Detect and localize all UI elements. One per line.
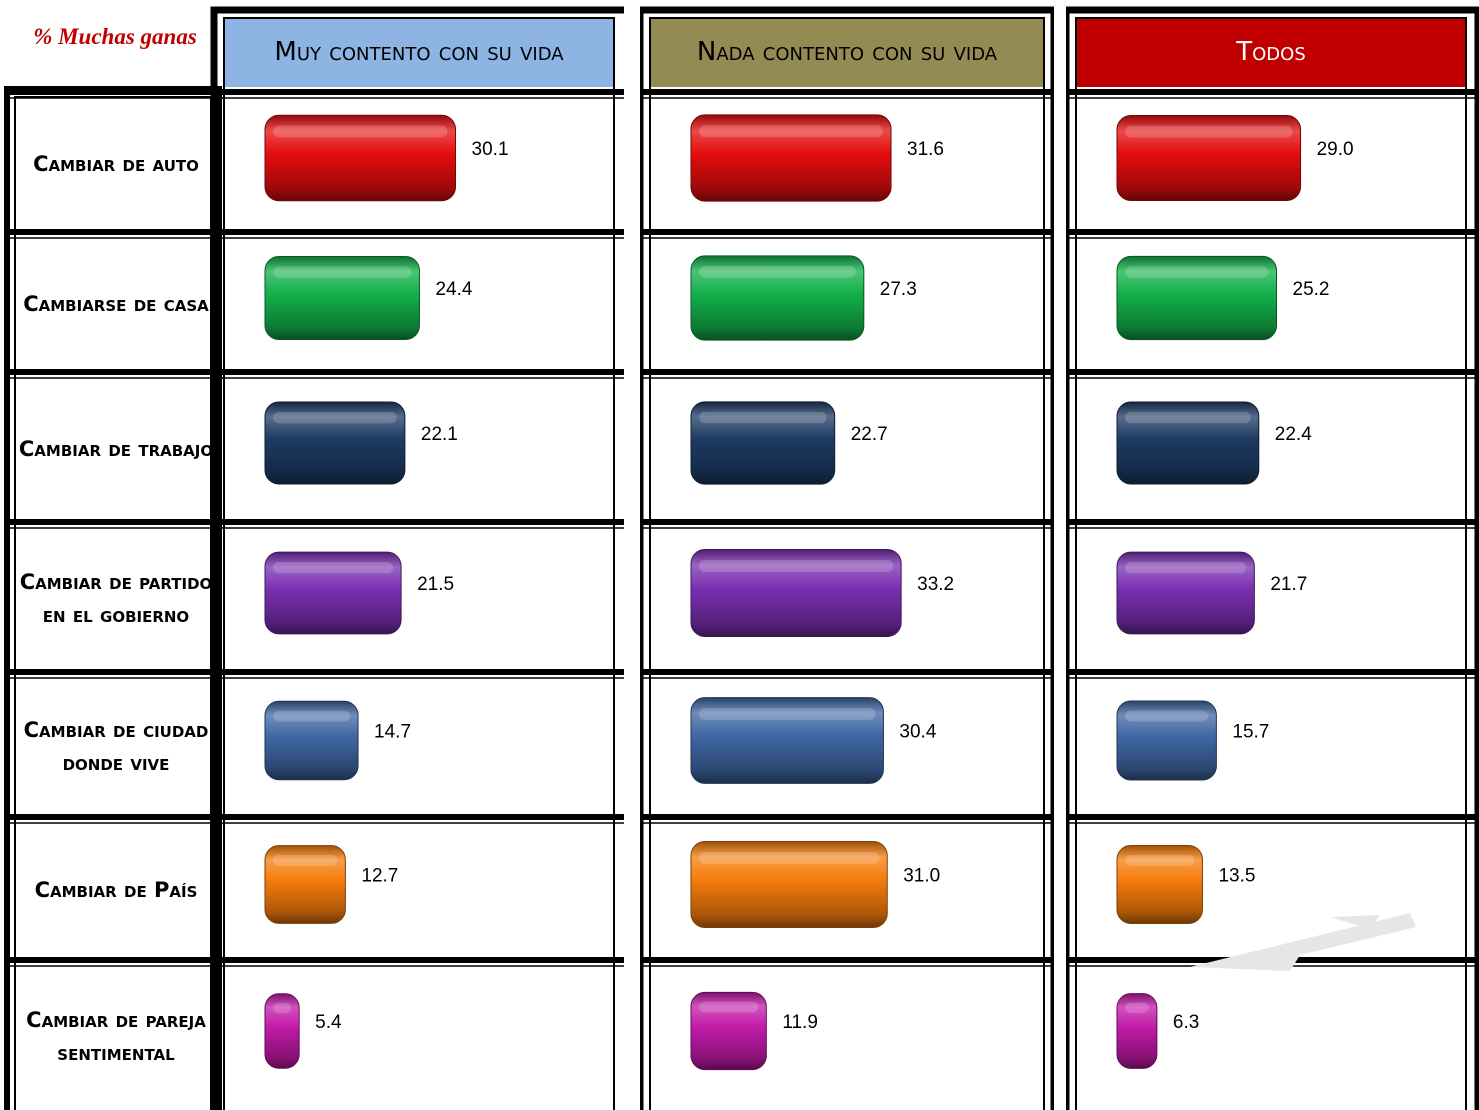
bar-highlight: [273, 266, 412, 279]
bar-highlight: [1125, 710, 1209, 722]
bar: [690, 401, 836, 485]
value-label: 13.5: [1218, 866, 1255, 887]
row-label: Cambiar de trabajo: [18, 436, 214, 461]
bar: [264, 401, 406, 485]
bar-highlight: [273, 854, 338, 866]
value-label: 30.4: [899, 722, 936, 743]
bar-highlight: [699, 707, 876, 720]
column-header-nada: Nada contento con su vida: [696, 37, 998, 67]
row-label: Cambiar de partido en el gobierno: [19, 570, 213, 627]
bar-highlight: [1125, 125, 1293, 138]
bar-highlight: [1125, 411, 1251, 424]
row-separator: [7, 89, 1479, 95]
bar-highlight: [1125, 854, 1195, 866]
bar-highlight: [699, 411, 827, 424]
row-separator: [7, 519, 1479, 525]
bar: [690, 841, 888, 928]
bar: [264, 700, 359, 781]
column-header-fill: [225, 19, 613, 87]
value-label: 5.4: [315, 1012, 342, 1033]
corner-label: % Muchas ganas: [33, 24, 197, 49]
value-label: 6.3: [1173, 1012, 1199, 1033]
bar-highlight: [699, 559, 894, 573]
bar: [690, 697, 884, 784]
value-label: 33.2: [917, 574, 954, 595]
panel-gap: [624, 0, 640, 1110]
value-label: 31.6: [907, 139, 944, 160]
panel-gap: [1054, 0, 1066, 1110]
bar-highlight: [699, 1001, 759, 1013]
value-label: 21.7: [1270, 574, 1307, 595]
value-label: 25.2: [1293, 279, 1330, 300]
column-header-todos: Todos: [1236, 37, 1306, 67]
value-label: 30.1: [472, 139, 509, 160]
bar: [264, 993, 300, 1069]
bar-highlight: [699, 851, 880, 864]
row-label: Cambiar de auto: [33, 151, 199, 176]
row-separator: [7, 229, 1479, 235]
value-label: 22.1: [421, 424, 458, 445]
bar: [1116, 114, 1302, 202]
row-label: Cambiar de ciudad donde vive: [23, 717, 209, 775]
value-label: 11.9: [782, 1012, 818, 1033]
bar: [264, 845, 346, 924]
bar-highlight: [273, 125, 448, 138]
value-label: 29.0: [1317, 139, 1354, 160]
bar: [690, 255, 865, 341]
row-separator: [7, 957, 1479, 963]
value-label: 31.0: [903, 866, 940, 887]
panel-inner-border: [223, 17, 615, 1110]
bar-highlight: [273, 561, 394, 574]
panel-inner-border: [649, 17, 1045, 1110]
bar: [1116, 551, 1255, 635]
value-label: 22.4: [1275, 424, 1312, 445]
row-separator: [7, 669, 1479, 675]
column-header-muy: Muy contento con su vida: [274, 37, 564, 67]
value-label: 15.7: [1232, 722, 1269, 743]
bar-highlight: [699, 125, 884, 138]
bar-highlight: [1125, 1002, 1149, 1014]
value-label: 12.7: [361, 866, 398, 887]
bar: [1116, 401, 1260, 485]
value-label: 22.7: [851, 424, 888, 445]
bar: [1116, 255, 1278, 341]
row-label: Cambiarse de casa: [23, 291, 209, 316]
bar-highlight: [1125, 561, 1247, 574]
bar: [690, 114, 892, 202]
bar: [264, 256, 420, 340]
value-label: 24.4: [435, 279, 472, 300]
bar: [264, 114, 457, 202]
column-header-fill: [651, 19, 1043, 87]
watermark-logo: [1190, 913, 1416, 971]
bar: [690, 549, 902, 637]
bar: [1116, 844, 1203, 925]
row-separator: [7, 369, 1479, 375]
bar-highlight: [699, 265, 856, 278]
bar-highlight: [1125, 266, 1269, 278]
row-label: Cambiar de País: [34, 878, 198, 902]
bar-highlight: [273, 411, 397, 424]
column-header-fill: [1077, 19, 1465, 87]
value-label: 14.7: [374, 722, 411, 743]
panel-inner-border: [1075, 17, 1467, 1110]
value-label: 27.3: [880, 279, 917, 300]
bar: [1116, 993, 1158, 1069]
bar: [1116, 700, 1217, 781]
bar: [690, 991, 767, 1071]
row-separator: [7, 814, 1479, 820]
value-label: 21.5: [417, 574, 454, 595]
bar-highlight: [273, 1002, 292, 1014]
bar: [264, 551, 402, 635]
bar-highlight: [273, 710, 351, 722]
row-label: Cambiar de pareja sentimental: [26, 1008, 206, 1065]
